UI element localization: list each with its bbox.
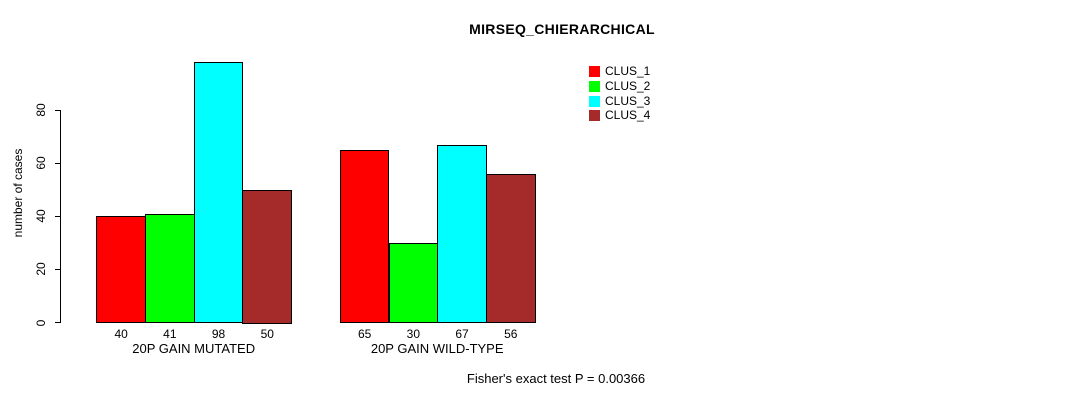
bar bbox=[193, 62, 244, 324]
group-label: 20P GAIN MUTATED bbox=[132, 341, 256, 356]
stat-annotation: Fisher's exact test P = 0.00366 bbox=[466, 371, 646, 386]
bar bbox=[96, 216, 146, 324]
legend-row: CLUS_2 bbox=[589, 78, 651, 93]
legend-row: CLUS_3 bbox=[589, 93, 651, 108]
legend-swatch-icon bbox=[589, 80, 600, 92]
y-tick bbox=[54, 322, 60, 323]
y-tick-label: 80 bbox=[34, 103, 48, 117]
legend-row: CLUS_4 bbox=[589, 108, 651, 123]
bar bbox=[485, 173, 536, 324]
group-label: 20P GAIN WILD-TYPE bbox=[370, 341, 504, 356]
bar-value-label: 98 bbox=[211, 326, 226, 341]
chart-title: MIRSEQ_CHIERARCHICAL bbox=[469, 21, 655, 37]
y-tick bbox=[54, 215, 60, 217]
bar-value-label: 67 bbox=[455, 326, 469, 341]
legend: CLUS_1 CLUS_2 CLUS_3 CLUS_4 bbox=[589, 64, 651, 123]
bar bbox=[437, 144, 487, 324]
y-tick-label: 40 bbox=[34, 209, 48, 223]
legend-label: CLUS_4 bbox=[605, 108, 651, 123]
legend-label: CLUS_2 bbox=[605, 78, 651, 93]
bar bbox=[145, 213, 195, 324]
bar-value-label: 56 bbox=[504, 326, 518, 341]
bar bbox=[242, 189, 293, 324]
legend-swatch-icon bbox=[589, 66, 600, 77]
bar-value-label: 40 bbox=[114, 326, 128, 341]
y-tick-label: 60 bbox=[34, 156, 48, 170]
legend-swatch-icon bbox=[589, 110, 600, 122]
y-tick-label: 20 bbox=[34, 262, 48, 277]
y-tick bbox=[54, 109, 60, 111]
legend-row: CLUS_1 bbox=[589, 64, 651, 78]
bar-value-label: 30 bbox=[406, 326, 421, 341]
bar-value-label: 41 bbox=[163, 326, 177, 341]
y-tick bbox=[54, 268, 60, 270]
y-axis-line bbox=[59, 110, 61, 324]
legend-swatch-icon bbox=[589, 95, 600, 107]
bar-value-label: 50 bbox=[260, 326, 274, 341]
y-axis-label: number of cases bbox=[11, 148, 25, 238]
y-tick bbox=[54, 162, 60, 164]
legend-label: CLUS_1 bbox=[605, 64, 651, 78]
bar-value-label: 65 bbox=[357, 326, 372, 341]
bar bbox=[339, 149, 390, 324]
bar bbox=[388, 242, 439, 324]
y-tick-label: 0 bbox=[34, 319, 48, 326]
legend-label: CLUS_3 bbox=[605, 93, 651, 108]
